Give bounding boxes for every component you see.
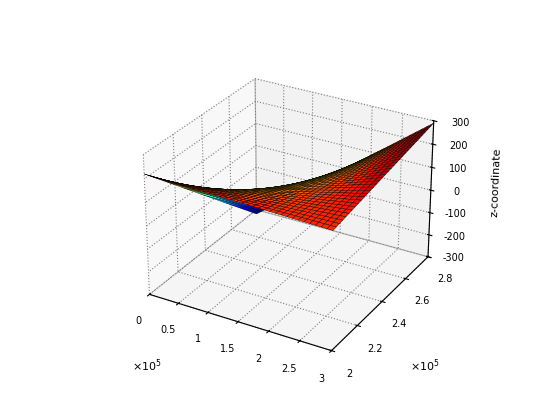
Text: $\times 10^5$: $\times 10^5$ (132, 357, 162, 374)
Text: $\times 10^5$: $\times 10^5$ (410, 357, 440, 374)
